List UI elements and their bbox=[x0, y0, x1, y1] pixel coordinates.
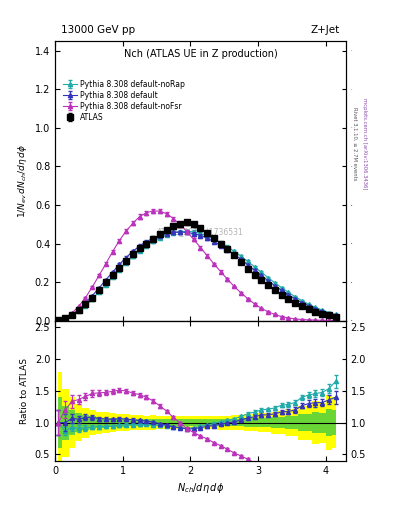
X-axis label: $N_{ch}/d\eta\,d\phi$: $N_{ch}/d\eta\,d\phi$ bbox=[177, 481, 224, 495]
Text: 13000 GeV pp: 13000 GeV pp bbox=[61, 26, 135, 35]
Y-axis label: $1/N_{ev}\,dN_{ch}/d\eta\,d\phi$: $1/N_{ev}\,dN_{ch}/d\eta\,d\phi$ bbox=[16, 144, 29, 218]
Y-axis label: Ratio to ATLAS: Ratio to ATLAS bbox=[20, 358, 29, 424]
Text: mcplots.cern.ch [arXiv:1306.3436]: mcplots.cern.ch [arXiv:1306.3436] bbox=[362, 98, 367, 189]
Text: Z+Jet: Z+Jet bbox=[311, 26, 340, 35]
Legend: Pythia 8.308 default-noRap, Pythia 8.308 default, Pythia 8.308 default-noFsr, AT: Pythia 8.308 default-noRap, Pythia 8.308… bbox=[62, 78, 187, 123]
Text: Nch (ATLAS UE in Z production): Nch (ATLAS UE in Z production) bbox=[123, 49, 277, 59]
Text: Rivet 3.1.10, ≥ 2.7M events: Rivet 3.1.10, ≥ 2.7M events bbox=[352, 106, 357, 180]
Text: ATLAS_2019_I1736531: ATLAS_2019_I1736531 bbox=[157, 227, 244, 236]
